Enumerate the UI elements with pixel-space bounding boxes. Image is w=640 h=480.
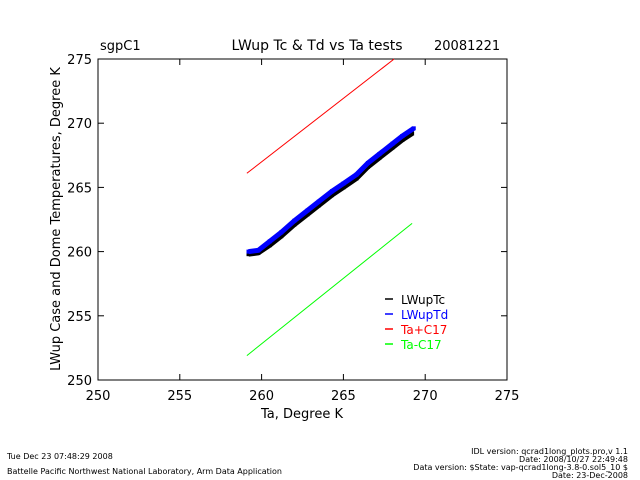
data-point bbox=[267, 239, 272, 244]
data-point bbox=[400, 137, 405, 142]
x-axis-label: Ta, Degree K bbox=[260, 407, 343, 422]
data-point bbox=[377, 152, 382, 157]
data-point bbox=[411, 126, 416, 131]
data-point bbox=[410, 131, 415, 136]
series-line bbox=[246, 58, 395, 174]
data-point bbox=[246, 252, 251, 257]
chart-title: LWup Tc & Td vs Ta tests bbox=[231, 38, 402, 54]
data-point bbox=[365, 164, 370, 169]
data-point bbox=[256, 250, 261, 255]
series-lwuptc bbox=[246, 131, 415, 257]
series-lwuptd bbox=[246, 126, 416, 255]
site-label: sgpC1 bbox=[100, 39, 141, 54]
x-tick-label: 270 bbox=[413, 389, 438, 404]
data-point bbox=[329, 193, 334, 198]
data-point bbox=[341, 185, 346, 190]
y-tick-label: 255 bbox=[67, 310, 92, 325]
data-point bbox=[292, 218, 297, 223]
y-tick-label: 260 bbox=[67, 246, 92, 261]
y-axis-label: LWup Case and Dome Temperatures, Degree … bbox=[49, 67, 64, 371]
x-tick-label: 250 bbox=[86, 389, 111, 404]
data-point bbox=[305, 208, 310, 213]
plot-frame bbox=[97, 58, 508, 381]
data-point bbox=[354, 176, 359, 181]
footer-idl-version: IDL version: qcrad1long_plots.pro,v 1.1 bbox=[471, 447, 628, 456]
data-point bbox=[390, 145, 395, 150]
x-tick-label: 275 bbox=[495, 389, 520, 404]
data-point bbox=[377, 155, 382, 160]
y-tick-label: 270 bbox=[67, 117, 92, 132]
footer-data-version: Data version: $State: vap-qcrad1long-3.8… bbox=[413, 463, 628, 472]
data-point bbox=[354, 172, 359, 177]
legend-label: Ta-C17 bbox=[400, 338, 442, 352]
data-point bbox=[365, 161, 370, 166]
footer-idl-date: Date: 2008/10/27 22:49:48 bbox=[519, 455, 628, 464]
footer-org: Battelle Pacific Northwest National Labo… bbox=[7, 467, 282, 476]
data-point bbox=[316, 203, 321, 208]
y-tick-label: 265 bbox=[67, 181, 92, 196]
footer-data-date: Date: 23-Dec-2008 bbox=[551, 471, 628, 480]
footer-timestamp: Tue Dec 23 07:48:29 2008 bbox=[7, 452, 113, 461]
data-point bbox=[400, 134, 405, 139]
data-point bbox=[329, 189, 334, 194]
data-point bbox=[279, 230, 284, 235]
data-point bbox=[305, 212, 310, 217]
data-point bbox=[246, 249, 251, 254]
x-tick-label: 265 bbox=[331, 389, 356, 404]
x-tick-label: 255 bbox=[167, 389, 192, 404]
data-point bbox=[341, 181, 346, 186]
data-point bbox=[292, 222, 297, 227]
x-tick-label: 260 bbox=[249, 389, 274, 404]
legend-label: Ta+C17 bbox=[400, 323, 447, 337]
data-point bbox=[256, 248, 261, 253]
data-point bbox=[267, 243, 272, 248]
legend-label: LWupTc bbox=[401, 293, 445, 307]
legend-label: LWupTd bbox=[401, 308, 448, 322]
data-point bbox=[390, 141, 395, 146]
series-line bbox=[246, 222, 413, 356]
series-ta-c17 bbox=[246, 222, 413, 356]
chart: sgpC1 LWup Tc & Td vs Ta tests 20081221 … bbox=[49, 38, 520, 422]
y-tick-label: 275 bbox=[67, 53, 92, 68]
data-point bbox=[316, 199, 321, 204]
date-label: 20081221 bbox=[434, 39, 500, 54]
data-point bbox=[279, 234, 284, 239]
y-tick-label: 250 bbox=[67, 374, 92, 389]
series-ta-c17 bbox=[246, 58, 395, 174]
